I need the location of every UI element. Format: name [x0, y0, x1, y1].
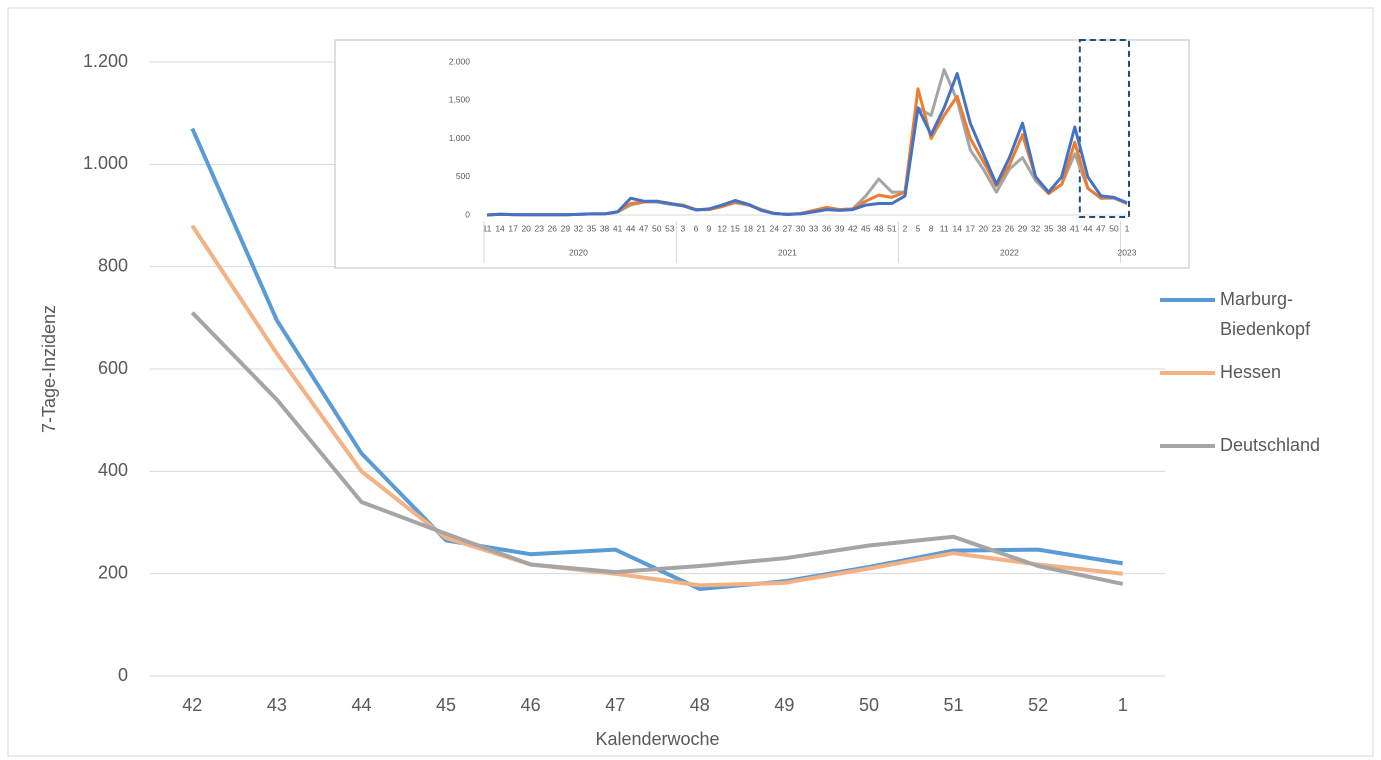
inset-frame [334, 39, 1190, 269]
y-tick-label: 600 [98, 358, 128, 378]
x-tick-label: 26 [1005, 223, 1015, 233]
x-tick-label: 20 [979, 223, 989, 233]
x-tick-label: 48 [874, 223, 884, 233]
x-tick-label: 38 [600, 223, 610, 233]
legend-label: Hessen [1220, 362, 1281, 382]
x-tick-label: 50 [859, 695, 879, 715]
x-tick-label: 50 [652, 223, 662, 233]
x-tick-label: 49 [774, 695, 794, 715]
x-tick-label: 24 [770, 223, 780, 233]
x-tick-label: 3 [681, 223, 686, 233]
x-tick-label: 23 [992, 223, 1002, 233]
x-tick-label: 42 [182, 695, 202, 715]
series-line [486, 72, 1128, 217]
x-tick-label: 44 [1083, 223, 1093, 233]
x-tick-label: 18 [743, 223, 753, 233]
y-tick-label: 1.500 [449, 95, 471, 105]
x-tick-label: 45 [436, 695, 456, 715]
x-tick-label: 14 [495, 223, 505, 233]
x-tick-label: 14 [952, 223, 962, 233]
x-tick-label: 27 [783, 223, 793, 233]
x-tick-label: 21 [757, 223, 767, 233]
x-tick-label: 51 [944, 695, 964, 715]
x-tick-label: 11 [483, 223, 492, 233]
x-tick-label: 41 [613, 223, 623, 233]
x-tick-label: 44 [351, 695, 371, 715]
x-tick-label: 29 [1018, 223, 1028, 233]
x-tick-label: 1 [1118, 695, 1128, 715]
x-tick-label: 44 [626, 223, 636, 233]
x-tick-label: 26 [548, 223, 558, 233]
x-tick-label: 43 [267, 695, 287, 715]
x-tick-label: 50 [1109, 223, 1119, 233]
x-tick-label: 15 [730, 223, 740, 233]
highlight-box [1078, 39, 1130, 218]
x-tick-label: 35 [587, 223, 597, 233]
x-tick-label: 38 [1057, 223, 1067, 233]
y-tick-label: 800 [98, 255, 128, 275]
y-tick-label: 0 [465, 209, 470, 219]
year-label: 2020 [569, 247, 588, 257]
y-tick-label: 1.000 [83, 153, 128, 173]
legend-label: Deutschland [1220, 435, 1320, 455]
x-tick-label: 8 [929, 223, 934, 233]
legend-label: Marburg-Biedenkopf [1220, 289, 1311, 339]
y-tick-label: 1.000 [449, 133, 471, 143]
y-tick-label: 2.000 [449, 56, 471, 66]
x-tick-label: 48 [690, 695, 710, 715]
x-tick-label: 47 [639, 223, 649, 233]
x-tick-label: 23 [535, 223, 545, 233]
year-label: 2021 [778, 247, 797, 257]
x-tick-label: 6 [694, 223, 699, 233]
x-tick-label: 39 [835, 223, 845, 233]
y-tick-label: 0 [118, 665, 128, 685]
series-line [190, 311, 1124, 586]
x-tick-label: 32 [1031, 223, 1041, 233]
x-tick-label: 46 [521, 695, 541, 715]
y-tick-label: 1.200 [83, 51, 128, 71]
x-tick-label: 29 [561, 223, 571, 233]
y-axis-title: 7-Tage-Inzidenz [39, 305, 59, 433]
x-tick-label: 47 [1096, 223, 1106, 233]
x-tick-label: 41 [1070, 223, 1080, 233]
x-tick-label: 12 [717, 223, 727, 233]
x-axis-title: Kalenderwoche [595, 729, 719, 749]
x-tick-label: 2 [903, 223, 908, 233]
x-tick-label: 5 [916, 223, 921, 233]
x-tick-label: 9 [707, 223, 712, 233]
x-tick-label: 17 [966, 223, 976, 233]
y-tick-label: 200 [98, 562, 128, 582]
year-label: 2022 [1000, 247, 1019, 257]
y-tick-label: 400 [98, 460, 128, 480]
series-line [190, 224, 1123, 588]
year-label: 2023 [1118, 247, 1137, 257]
x-tick-label: 35 [1044, 223, 1054, 233]
x-tick-label: 17 [508, 223, 518, 233]
x-tick-label: 45 [861, 223, 871, 233]
x-tick-label: 20 [521, 223, 531, 233]
y-tick-label: 500 [456, 171, 470, 181]
x-tick-label: 30 [796, 223, 806, 233]
x-tick-label: 32 [574, 223, 584, 233]
x-tick-label: 53 [665, 223, 675, 233]
x-tick-label: 47 [605, 695, 625, 715]
x-tick-label: 33 [809, 223, 819, 233]
x-tick-label: 11 [940, 223, 949, 233]
x-tick-label: 36 [822, 223, 832, 233]
x-tick-label: 1 [1125, 223, 1130, 233]
x-tick-label: 42 [848, 223, 858, 233]
x-tick-label: 51 [887, 223, 897, 233]
x-tick-label: 52 [1028, 695, 1048, 715]
